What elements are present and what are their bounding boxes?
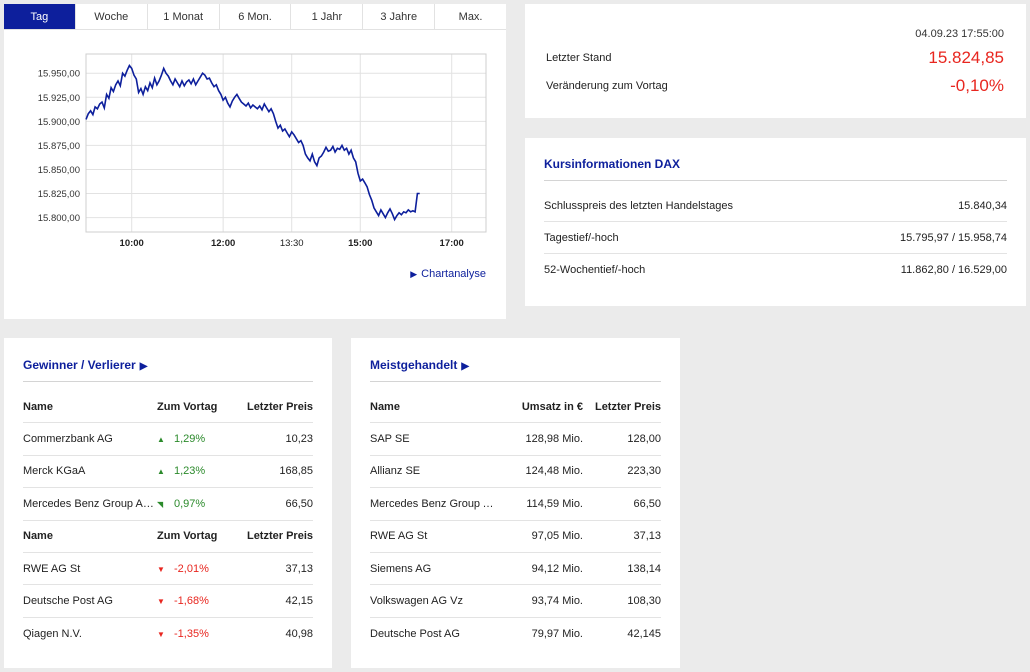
- triangle-down-left-icon: ◥: [157, 499, 164, 509]
- play-triangle-icon: ▶: [139, 361, 148, 372]
- play-triangle-icon: ▶: [410, 269, 418, 279]
- kursinformationen-panel: Kursinformationen DAX Schlusspreis des l…: [525, 138, 1026, 306]
- table-row[interactable]: Allianz SE 124,48 Mio. 223,30: [370, 456, 661, 489]
- x-tick-label: 10:00: [120, 238, 144, 249]
- chart-panel: Tag Woche 1 Monat 6 Mon. 1 Jahr 3 Jahre …: [4, 4, 506, 319]
- y-tick-label: 15.825,00: [38, 189, 80, 200]
- table-row[interactable]: SAP SE 128,98 Mio. 128,00: [370, 423, 661, 456]
- price-chart[interactable]: 15.950,00 15.925,00 15.900,00 15.875,00 15.8…: [4, 30, 506, 260]
- table-header: Name Zum Vortag Letzter Preis: [23, 521, 313, 553]
- tab-3-jahre[interactable]: 3 Jahre: [363, 4, 436, 29]
- table-row[interactable]: Qiagen N.V. ▼ -1,35% 40,98: [23, 627, 313, 640]
- info-row: Tagestief/-hoch 15.795,97 / 15.958,74: [544, 222, 1007, 254]
- y-tick-label: 15.800,00: [38, 213, 80, 224]
- most-traded-table: Name Umsatz in € Letzter Preis SAP SE 12…: [370, 391, 661, 650]
- divider: [23, 381, 313, 382]
- x-tick-label: 13:30: [280, 238, 304, 249]
- table-row[interactable]: Merck KGaA ▲ 1,23% 168,85: [23, 456, 313, 489]
- quote-panel: 04.09.23 17:55:00 Letzter Stand 15.824,8…: [525, 4, 1026, 118]
- table-row[interactable]: Commerzbank AG ▲ 1,29% 10,23: [23, 423, 313, 456]
- table-row[interactable]: Siemens AG 94,12 Mio. 138,14: [370, 553, 661, 586]
- x-tick-label: 15:00: [348, 238, 372, 249]
- tab-1-monat[interactable]: 1 Monat: [148, 4, 220, 29]
- table-row[interactable]: Deutsche Post AG ▼ -1,68% 42,15: [23, 585, 313, 618]
- play-triangle-icon: ▶: [461, 361, 470, 372]
- price-series-line: [85, 63, 420, 222]
- divider: [370, 381, 661, 382]
- triangle-down-icon: ▼: [157, 629, 165, 639]
- y-tick-label: 15.925,00: [38, 93, 80, 104]
- x-tick-label: 12:00: [211, 238, 235, 249]
- last-price-label: Letzter Stand: [546, 52, 612, 64]
- info-row: Schlusspreis des letzten Handelstages 15…: [544, 190, 1007, 222]
- table-row[interactable]: Deutsche Post AG 79,97 Mio. 42,145: [370, 627, 661, 640]
- change-label: Veränderung zum Vortag: [546, 80, 668, 92]
- meistgehandelt-link[interactable]: Meistgehandelt ▶: [370, 358, 470, 372]
- plot-frame: [85, 53, 487, 233]
- gewinner-verlierer-link[interactable]: Gewinner / Verlierer ▶: [23, 358, 148, 372]
- table-row[interactable]: RWE AG St 97,05 Mio. 37,13: [370, 521, 661, 553]
- triangle-down-icon: ▼: [157, 597, 165, 607]
- y-tick-label: 15.850,00: [38, 165, 80, 176]
- tab-6-mon[interactable]: 6 Mon.: [220, 4, 292, 29]
- gainers-table: Name Zum Vortag Letzter Preis Commerzban…: [23, 391, 313, 650]
- quote-timestamp: 04.09.23 17:55:00: [915, 28, 1004, 40]
- change-row: Veränderung zum Vortag -0,10%: [546, 76, 1004, 96]
- y-tick-label: 15.950,00: [38, 69, 80, 80]
- timeframe-tabs: Tag Woche 1 Monat 6 Mon. 1 Jahr 3 Jahre …: [4, 4, 506, 30]
- tab-max[interactable]: Max.: [458, 10, 483, 23]
- table-row[interactable]: RWE AG St ▼ -2,01% 37,13: [23, 553, 313, 586]
- triangle-up-icon: ▲: [157, 435, 165, 445]
- gewinner-verlierer-panel: Gewinner / Verlierer ▶ Name Zum Vortag Le…: [4, 338, 332, 668]
- table-row[interactable]: Mercedes Benz Group AG … ◥ 0,97% 66,50: [23, 488, 313, 521]
- divider: [544, 180, 1007, 181]
- tab-tag[interactable]: Tag: [4, 4, 76, 29]
- table-row[interactable]: Mercedes Benz Group AG … 114,59 Mio. 66,…: [370, 488, 661, 521]
- triangle-up-icon: ▲: [157, 467, 165, 477]
- table-row[interactable]: Volkswagen AG Vz 93,74 Mio. 108,30: [370, 585, 661, 618]
- info-row: 52-Wochentief/-hoch 11.862,80 / 16.529,0…: [544, 264, 1007, 276]
- last-price-row: Letzter Stand 15.824,85: [546, 48, 1004, 68]
- info-title: Kursinformationen DAX: [544, 157, 681, 171]
- meistgehandelt-panel: Meistgehandelt ▶ Name Umsatz in € Letzter…: [351, 338, 680, 668]
- triangle-down-icon: ▼: [157, 564, 165, 574]
- chartanalyse-link[interactable]: ▶ Chartanalyse: [410, 268, 486, 280]
- table-header: Name Umsatz in € Letzter Preis: [370, 391, 661, 424]
- y-tick-label: 15.875,00: [38, 141, 80, 152]
- last-price-value: 15.824,85: [928, 48, 1004, 67]
- tab-1-jahr[interactable]: 1 Jahr: [291, 4, 364, 29]
- y-tick-label: 15.900,00: [38, 117, 80, 128]
- tab-woche[interactable]: Woche: [76, 4, 148, 29]
- change-value: -0,10%: [950, 76, 1004, 95]
- table-header: Name Zum Vortag Letzter Preis: [23, 391, 313, 424]
- x-tick-label: 17:00: [440, 238, 464, 249]
